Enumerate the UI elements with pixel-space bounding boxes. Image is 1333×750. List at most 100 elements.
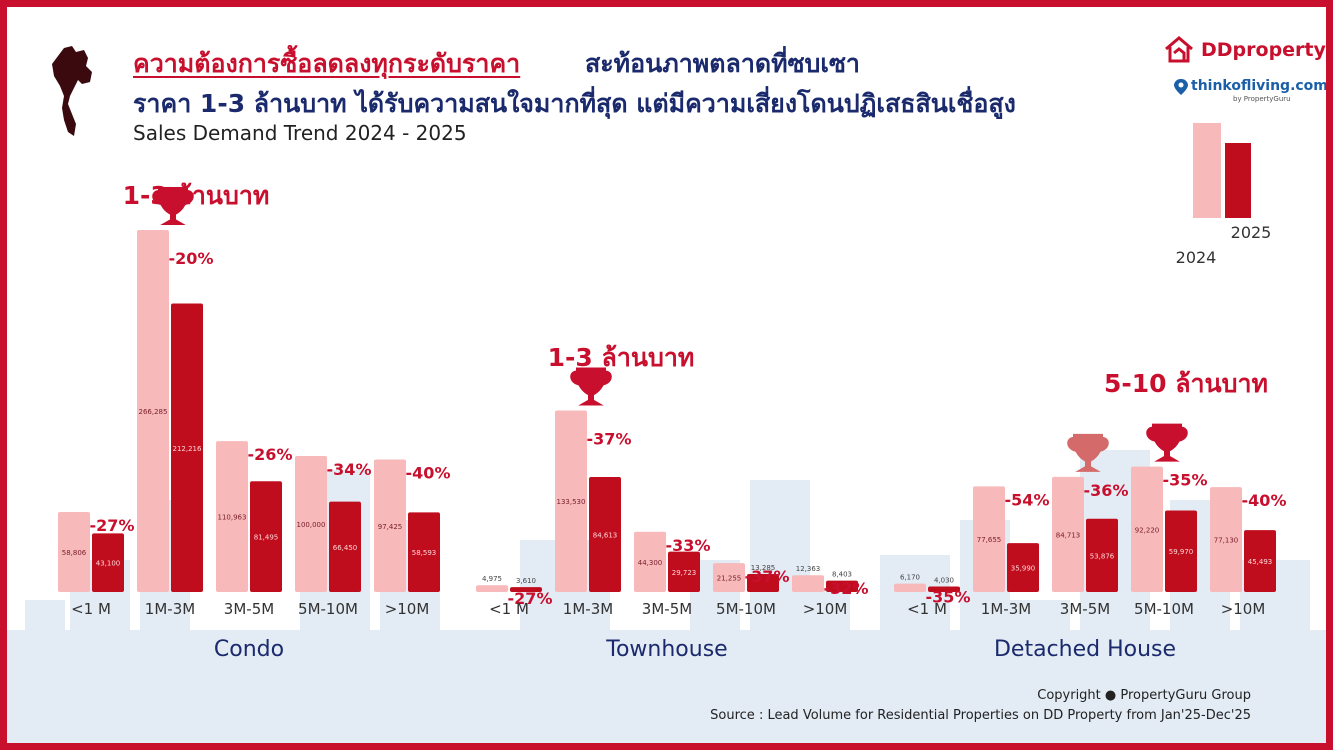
value-label-2025: 43,100 xyxy=(96,560,121,568)
value-label-2024: 77,130 xyxy=(1214,537,1239,545)
trophy-icon xyxy=(570,367,612,406)
category-label: 3M-5M xyxy=(642,600,692,618)
highlight-price-label: 5-10 ล้านบาท xyxy=(1104,369,1268,398)
value-label-2025: 81,495 xyxy=(254,534,279,542)
value-label-2024: 21,255 xyxy=(717,575,742,583)
bar-2024 xyxy=(137,230,169,592)
title-line1-rest: สะท้อนภาพตลาดที่ซบเซา xyxy=(585,49,860,78)
bar-2024 xyxy=(374,459,406,592)
ddproperty-icon xyxy=(1165,36,1193,63)
value-label-2025: 13,285 xyxy=(751,564,776,572)
value-label-2024: 44,300 xyxy=(638,559,663,567)
percent-change: -37% xyxy=(745,567,790,586)
category-label: 3M-5M xyxy=(1060,600,1110,618)
bar-2025 xyxy=(747,573,779,592)
percent-change: -35% xyxy=(1163,471,1208,490)
bar-2024 xyxy=(295,456,327,592)
bar-2024 xyxy=(894,583,926,592)
trophy-shape xyxy=(152,187,194,225)
percent-change: -40% xyxy=(1242,491,1287,510)
value-label-2025: 45,493 xyxy=(1248,558,1273,566)
trophy-shape xyxy=(1067,433,1109,472)
group-label: Detached House xyxy=(994,637,1176,662)
bar-2025 xyxy=(1007,543,1039,592)
bar-2024 xyxy=(634,531,666,592)
bar-2024 xyxy=(1210,487,1242,592)
bar-2025 xyxy=(1086,518,1118,592)
trophy-icon xyxy=(1067,433,1109,472)
value-label-2025: 58,593 xyxy=(412,549,437,557)
category-label: 5M-10M xyxy=(298,600,358,618)
thinkofliving-wordmark: thinkofliving.com xyxy=(1191,78,1328,94)
ddproperty-wordmark: DDproperty xyxy=(1201,39,1326,61)
copyright: Copyright ● PropertyGuru Group xyxy=(1037,688,1251,703)
value-label-2025: 212,216 xyxy=(173,445,202,453)
bar-2025 xyxy=(928,586,960,592)
bar-2025 xyxy=(408,512,440,592)
skyline-ground xyxy=(7,630,1326,743)
bar-2024 xyxy=(713,563,745,592)
percent-change: -40% xyxy=(406,464,451,483)
thinkofliving-tagline: by PropertyGuru xyxy=(1233,95,1291,103)
value-label-2025: 59,970 xyxy=(1169,548,1194,556)
bar-2025 xyxy=(329,501,361,592)
percent-change: -20% xyxy=(169,249,214,268)
percent-change: -26% xyxy=(248,445,293,464)
highlight-price-label: 1-3 ล้านบาท xyxy=(548,343,695,372)
group-label: Condo xyxy=(214,637,284,662)
highlight-price-label: 1-3 ล้านบาท xyxy=(123,181,270,210)
value-label-2025: 4,030 xyxy=(934,577,954,585)
bar-2025 xyxy=(510,587,542,592)
value-label-2025: 3,610 xyxy=(516,577,536,585)
percent-change: -36% xyxy=(1084,481,1129,500)
trophy-shape xyxy=(1146,423,1188,462)
value-label-2024: 77,655 xyxy=(977,536,1002,544)
category-label: <1 M xyxy=(71,600,111,618)
value-label-2025: 53,876 xyxy=(1090,552,1115,560)
group-label: Townhouse xyxy=(605,637,727,662)
category-label: >10M xyxy=(1221,600,1266,618)
value-label-2025: 35,990 xyxy=(1011,565,1036,573)
legend-swatch-2024 xyxy=(1193,123,1221,218)
bar-2024 xyxy=(216,441,248,592)
trophy-shape xyxy=(570,367,612,406)
category-label: >10M xyxy=(803,600,848,618)
bar-2025 xyxy=(826,580,858,592)
value-label-2025: 8,403 xyxy=(832,571,852,579)
value-label-2024: 58,806 xyxy=(62,549,87,557)
category-label: <1 M xyxy=(907,600,947,618)
value-label-2024: 110,963 xyxy=(218,514,247,522)
category-label: 5M-10M xyxy=(716,600,776,618)
legend xyxy=(1193,123,1251,218)
value-label-2024: 6,170 xyxy=(900,574,920,582)
bar-2025 xyxy=(1165,510,1197,592)
percent-change: -34% xyxy=(327,460,372,479)
percent-change: -35% xyxy=(926,588,971,607)
category-label: 5M-10M xyxy=(1134,600,1194,618)
bar-2024 xyxy=(1131,466,1163,592)
value-label-2024: 4,975 xyxy=(482,575,502,583)
category-label: 1M-3M xyxy=(145,600,195,618)
pin-icon xyxy=(1174,79,1188,95)
category-label: 1M-3M xyxy=(981,600,1031,618)
value-label-2024: 266,285 xyxy=(139,408,168,416)
bar-2025 xyxy=(250,481,282,592)
title-highlight: ความต้องการซื้อลดลงทุกระดับราคา xyxy=(133,49,521,78)
value-label-2025: 84,613 xyxy=(593,531,618,539)
percent-change: -27% xyxy=(90,516,135,535)
value-label-2024: 12,363 xyxy=(796,565,821,573)
source-note: Source : Lead Volume for Residential Pro… xyxy=(710,708,1251,723)
percent-change: -37% xyxy=(587,429,632,448)
legend-swatch-2025 xyxy=(1225,143,1251,218)
category-label: <1 M xyxy=(489,600,529,618)
legend-label-2025: 2025 xyxy=(1231,223,1272,242)
bar-2025 xyxy=(1244,530,1276,592)
value-label-2024: 92,220 xyxy=(1135,526,1160,534)
title-line2: ราคา 1-3 ล้านบาท ได้รับความสนใจมากที่สุด… xyxy=(133,89,1016,118)
value-label-2024: 84,713 xyxy=(1056,531,1081,539)
bar-2024 xyxy=(973,486,1005,592)
value-label-2024: 100,000 xyxy=(297,521,326,529)
ddproperty-logo: DDproperty xyxy=(1163,35,1326,69)
subtitle: Sales Demand Trend 2024 - 2025 xyxy=(133,121,467,145)
